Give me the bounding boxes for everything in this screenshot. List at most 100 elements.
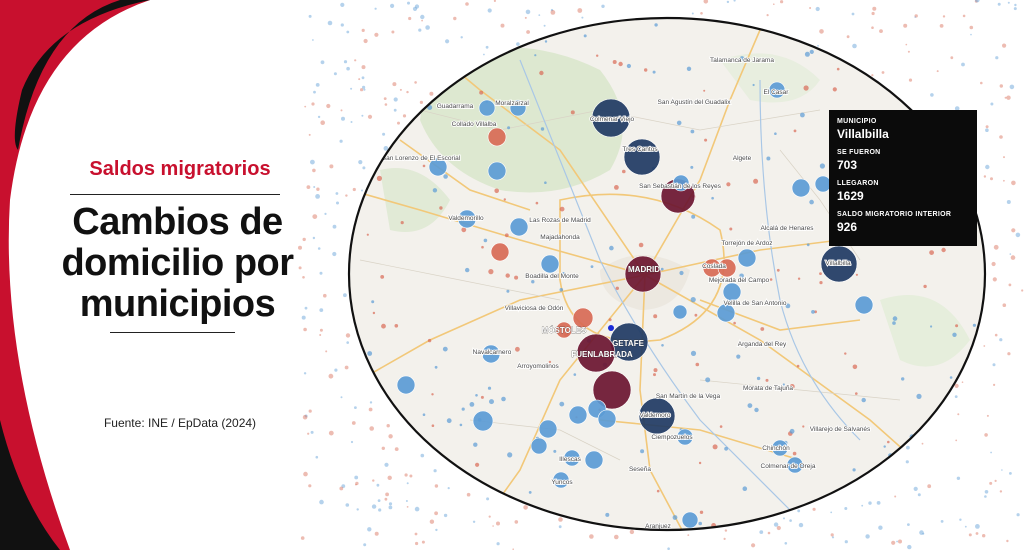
municipality-dot[interactable] [368, 457, 372, 461]
municipality-bubble[interactable] [854, 295, 874, 315]
municipality-dot[interactable] [612, 60, 617, 64]
municipality-dot[interactable] [653, 373, 656, 377]
municipality-dot[interactable] [729, 227, 733, 231]
municipality-dot[interactable] [726, 182, 731, 187]
municipality-dot[interactable] [672, 515, 678, 520]
municipality-dot[interactable] [976, 517, 982, 523]
municipality-dot[interactable] [690, 165, 694, 169]
municipality-dot[interactable] [622, 169, 626, 174]
municipality-dot[interactable] [644, 68, 648, 72]
municipality-dot[interactable] [489, 399, 494, 405]
municipality-bubble[interactable] [572, 307, 594, 329]
municipality-dot[interactable] [695, 362, 700, 367]
municipality-dot[interactable] [852, 364, 858, 370]
municipality-bubble[interactable] [576, 333, 616, 373]
municipality-dot[interactable] [388, 88, 393, 93]
municipality-dot[interactable] [782, 383, 785, 386]
municipality-dot[interactable] [407, 67, 412, 73]
municipality-dot[interactable] [461, 227, 467, 233]
municipality-dot[interactable] [626, 63, 632, 69]
municipality-dot[interactable] [367, 351, 373, 356]
municipality-dot[interactable] [472, 507, 477, 513]
municipality-bubble[interactable] [540, 254, 560, 274]
municipality-dot[interactable] [712, 444, 718, 450]
municipality-dot[interactable] [544, 40, 548, 43]
municipality-dot[interactable] [371, 300, 375, 304]
municipality-dot[interactable] [653, 314, 658, 319]
municipality-dot[interactable] [832, 87, 837, 92]
municipality-bubble[interactable] [530, 437, 548, 455]
municipality-dot[interactable] [977, 127, 983, 133]
municipality-dot[interactable] [855, 392, 858, 395]
municipality-dot[interactable] [615, 286, 619, 290]
municipality-dot[interactable] [653, 368, 658, 373]
municipality-dot[interactable] [949, 376, 953, 379]
municipality-dot[interactable] [539, 70, 544, 76]
municipality-dot[interactable] [570, 110, 575, 115]
municipality-dot[interactable] [354, 182, 357, 185]
municipality-dot[interactable] [548, 360, 552, 364]
municipality-dot[interactable] [753, 178, 759, 184]
municipality-dot[interactable] [371, 499, 377, 504]
municipality-dot[interactable] [475, 462, 480, 467]
municipality-dot[interactable] [381, 323, 386, 329]
municipality-dot[interactable] [480, 395, 484, 399]
municipality-dot[interactable] [797, 277, 801, 280]
municipality-dot[interactable] [930, 325, 933, 328]
municipality-bubbles[interactable] [396, 81, 874, 529]
municipality-dot[interactable] [892, 316, 898, 321]
municipality-dot[interactable] [443, 174, 448, 179]
municipality-dot[interactable] [698, 521, 702, 526]
municipality-dot[interactable] [719, 425, 723, 428]
municipality-dot[interactable] [806, 243, 810, 247]
municipality-dot[interactable] [809, 199, 814, 205]
municipality-dot[interactable] [544, 181, 547, 184]
municipality-dot[interactable] [747, 403, 753, 408]
municipality-dot[interactable] [365, 389, 370, 394]
municipality-dot[interactable] [952, 332, 957, 337]
municipality-dot[interactable] [937, 84, 941, 89]
municipality-dot[interactable] [535, 201, 539, 205]
municipality-dot[interactable] [352, 479, 357, 484]
municipality-dot[interactable] [528, 491, 532, 494]
municipality-dot[interactable] [949, 105, 953, 108]
municipality-dot[interactable] [487, 386, 492, 390]
municipality-bubble[interactable] [591, 98, 631, 138]
municipality-dot[interactable] [661, 344, 664, 347]
municipality-dot[interactable] [923, 284, 927, 289]
municipality-bubble[interactable] [428, 157, 448, 177]
municipality-dot[interactable] [376, 175, 382, 181]
municipality-bubble[interactable] [472, 410, 494, 432]
municipality-dot[interactable] [929, 250, 934, 256]
municipality-dot[interactable] [955, 30, 959, 34]
municipality-bubble[interactable] [597, 409, 617, 429]
municipality-bubble[interactable] [623, 138, 661, 176]
municipality-dot[interactable] [609, 245, 614, 251]
municipality-dot[interactable] [652, 70, 656, 74]
municipality-dot[interactable] [559, 401, 565, 407]
municipality-dot[interactable] [561, 272, 566, 277]
municipality-dot[interactable] [819, 272, 822, 275]
municipality-bubble[interactable] [717, 258, 737, 278]
municipality-dot[interactable] [559, 206, 565, 212]
municipality-dot[interactable] [983, 309, 987, 314]
municipality-dot[interactable] [842, 536, 845, 539]
municipality-dot[interactable] [459, 537, 463, 541]
municipality-dot[interactable] [809, 49, 814, 55]
municipality-dot[interactable] [698, 461, 702, 465]
municipality-dot[interactable] [769, 278, 773, 281]
municipality-dot[interactable] [857, 45, 860, 48]
municipality-dot[interactable] [742, 486, 748, 492]
municipality-bubble[interactable] [786, 456, 804, 474]
municipality-dot[interactable] [401, 487, 406, 492]
municipality-dot[interactable] [590, 265, 594, 268]
municipality-dot[interactable] [427, 338, 432, 343]
municipality-bubble[interactable] [509, 217, 529, 237]
municipality-dot[interactable] [479, 90, 484, 95]
municipality-dot[interactable] [398, 485, 402, 489]
municipality-bubble[interactable] [478, 99, 496, 117]
municipality-dot[interactable] [901, 377, 905, 381]
municipality-dot[interactable] [686, 66, 692, 72]
municipality-dot[interactable] [380, 275, 385, 279]
